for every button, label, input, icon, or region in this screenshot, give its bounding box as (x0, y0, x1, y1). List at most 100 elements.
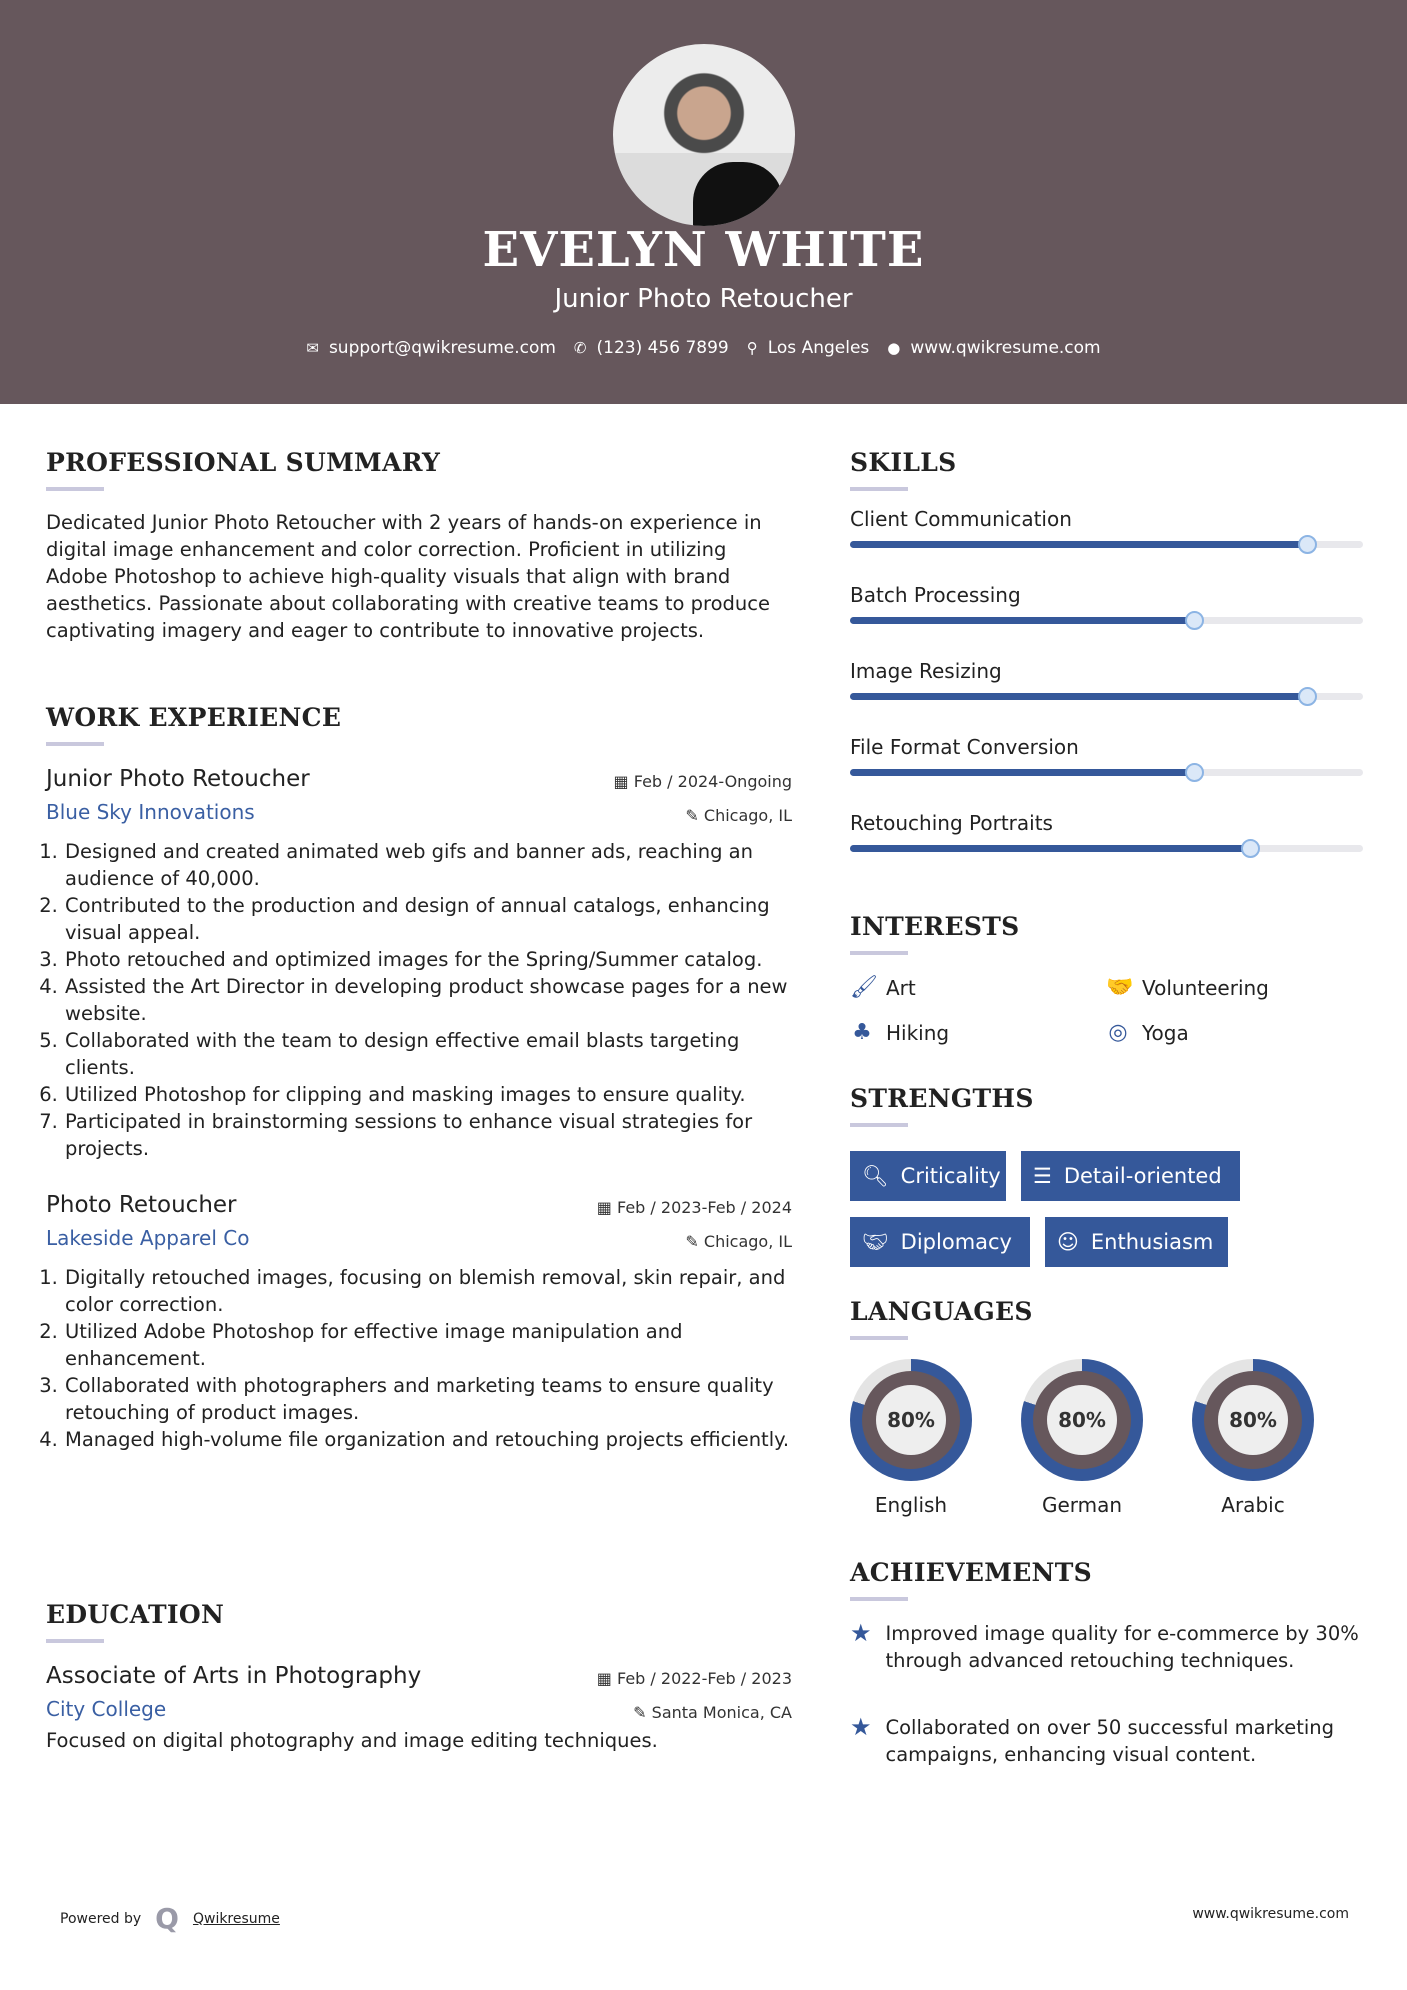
languages-section: LANGUAGES 80% English 80% German 80% Arabic (850, 1297, 1363, 1527)
company[interactable]: Blue Sky Innovations (46, 800, 255, 824)
candidate-name: EVELYN WHITE (482, 222, 925, 278)
language-donut: 80% (1192, 1359, 1314, 1481)
tree-icon: ♣ (852, 1020, 872, 1045)
skill-name: Batch Processing (850, 583, 1021, 607)
section-heading: EDUCATION (46, 1600, 225, 1629)
language-donut: 80% (850, 1359, 972, 1481)
skill-thumb (1184, 763, 1204, 782)
skill-name: Client Communication (850, 507, 1072, 531)
list-item: Participated in brainstorming sessions t… (64, 1108, 792, 1162)
interests-section: INTERESTS 🖌 Art 🤝 Volunteering ♣ Hiking ◎ Yo… (850, 912, 1363, 1045)
divider (850, 1123, 908, 1127)
job-entry: Photo Retoucher Lakeside Apparel Co ▦ Fe… (46, 1192, 792, 1453)
search-icon: 🔍︎ (862, 1163, 889, 1188)
strength-chip: 🤝︎ Diplomacy (850, 1217, 1030, 1267)
language-name: Arabic (1221, 1493, 1285, 1517)
skill-item: Batch Processing (850, 583, 1363, 659)
edu-location: ✎ Santa Monica, CA (633, 1703, 792, 1722)
section-heading: LANGUAGES (850, 1297, 1033, 1326)
job-bullets: Designed and created animated web gifs a… (46, 838, 792, 1162)
list-item: Digitally retouched images, focusing on … (64, 1264, 792, 1318)
pin-icon: ✎ (633, 1703, 652, 1722)
interest-volunteering: 🤝 Volunteering (1106, 975, 1269, 1000)
education-entry: Associate of Arts in Photography City Co… (46, 1663, 792, 1754)
divider (46, 487, 104, 491)
list-item: Managed high-volume file organization an… (64, 1426, 792, 1453)
skill-name: Retouching Portraits (850, 811, 1053, 835)
job-date: ▦ Feb / 2023-Feb / 2024 (596, 1198, 792, 1217)
skill-name: Image Resizing (850, 659, 1002, 683)
divider (850, 1597, 908, 1601)
skill-item: Retouching Portraits (850, 811, 1363, 887)
section-heading: STRENGTHS (850, 1084, 1034, 1113)
brand-link[interactable]: Qwikresume (192, 1910, 280, 1927)
contact-bar: ✉ support@qwikresume.com ✆ (123) 456 7899 … (0, 338, 1407, 358)
work-section: WORK EXPERIENCE Junior Photo Retoucher B… (46, 703, 792, 1453)
envelope-icon: ✉ (306, 339, 319, 357)
list-item: Photo retouched and optimized images for… (64, 946, 792, 973)
website[interactable]: www.qwikresume.com (910, 338, 1101, 358)
interest-yoga: ◎ Yoga (1106, 1020, 1188, 1045)
interest-art: 🖌 Art (850, 975, 916, 1000)
footer-website[interactable]: www.qwikresume.com (1192, 1906, 1349, 1922)
achievement-item: ★ Improved image quality for e-commerce b… (850, 1619, 1359, 1673)
paintbrush-icon: 🖌 (850, 975, 878, 1000)
list-item: Assisted the Art Director in developing … (64, 973, 792, 1027)
skill-bar (850, 839, 1363, 858)
company[interactable]: Lakeside Apparel Co (46, 1226, 250, 1250)
job-bullets: Digitally retouched images, focusing on … (46, 1264, 792, 1453)
section-heading: PROFESSIONAL SUMMARY (46, 448, 441, 477)
smile-icon: ☺ (1057, 1230, 1079, 1254)
list-item: Utilized Photoshop for clipping and mask… (64, 1081, 792, 1108)
list-item: Contributed to the production and design… (64, 892, 792, 946)
divider (850, 1336, 908, 1340)
skill-fill (850, 617, 1194, 624)
strength-chip: ☰ Detail-oriented (1021, 1151, 1240, 1201)
job-location: ✎ Chicago, IL (685, 806, 792, 825)
star-icon: ★ (850, 1619, 872, 1647)
skill-item: File Format Conversion (850, 735, 1363, 811)
divider (46, 1639, 104, 1643)
language-level: 80% (1047, 1385, 1117, 1455)
calendar-icon: ▦ (613, 772, 634, 791)
skill-item: Image Resizing (850, 659, 1363, 735)
footer-left: Powered by Q Qwikresume (60, 1902, 280, 1935)
qwikresume-logo-icon: Q (155, 1902, 179, 1935)
handshake-icon: 🤝︎ (862, 1229, 889, 1254)
location: Los Angeles (767, 338, 870, 358)
school[interactable]: City College (46, 1697, 167, 1721)
skill-thumb (1241, 839, 1261, 858)
skill-fill (850, 845, 1251, 852)
job-entry: Junior Photo Retoucher Blue Sky Innovati… (46, 766, 792, 1162)
star-icon: ★ (850, 1713, 872, 1741)
job-location: ✎ Chicago, IL (685, 1232, 792, 1251)
strength-chip: 🔍︎ Criticality (850, 1151, 1006, 1201)
job-date: ▦ Feb / 2024-Ongoing (613, 772, 792, 791)
skill-fill (850, 541, 1307, 548)
language-level: 80% (1218, 1385, 1288, 1455)
skill-bar (850, 763, 1363, 782)
divider (850, 951, 908, 955)
job-title: Junior Photo Retoucher (46, 766, 310, 792)
powered-by: Powered by (60, 1910, 142, 1927)
summary-text: Dedicated Junior Photo Retoucher with 2 … (46, 511, 770, 642)
language-name: German (1041, 1493, 1123, 1517)
strengths-section: STRENGTHS 🔍︎ Criticality ☰ Detail-oriented… (850, 1084, 1363, 1274)
list-item: Collaborated with photographers and mark… (64, 1372, 792, 1426)
skill-thumb (1297, 535, 1317, 554)
skill-item: Client Communication (850, 507, 1363, 583)
language-donut: 80% (1021, 1359, 1143, 1481)
skill-name: File Format Conversion (850, 735, 1079, 759)
email[interactable]: support@qwikresume.com (328, 338, 556, 358)
skill-bar (850, 611, 1363, 630)
skills-section: SKILLS Client Communication Batch Proces… (850, 448, 1363, 887)
skill-thumb (1297, 687, 1317, 706)
language-level: 80% (876, 1385, 946, 1455)
summary-section: PROFESSIONAL SUMMARY Dedicated Junior Ph… (46, 448, 792, 644)
edu-description: Focused on digital photography and image… (46, 1729, 658, 1752)
profile-photo (613, 44, 795, 226)
achievement-item: ★ Collaborated on over 50 successful mark… (850, 1713, 1334, 1767)
list-item: Designed and created animated web gifs a… (64, 838, 792, 892)
candidate-title: Junior Photo Retoucher (554, 284, 853, 314)
globe-icon: ● (887, 339, 901, 357)
